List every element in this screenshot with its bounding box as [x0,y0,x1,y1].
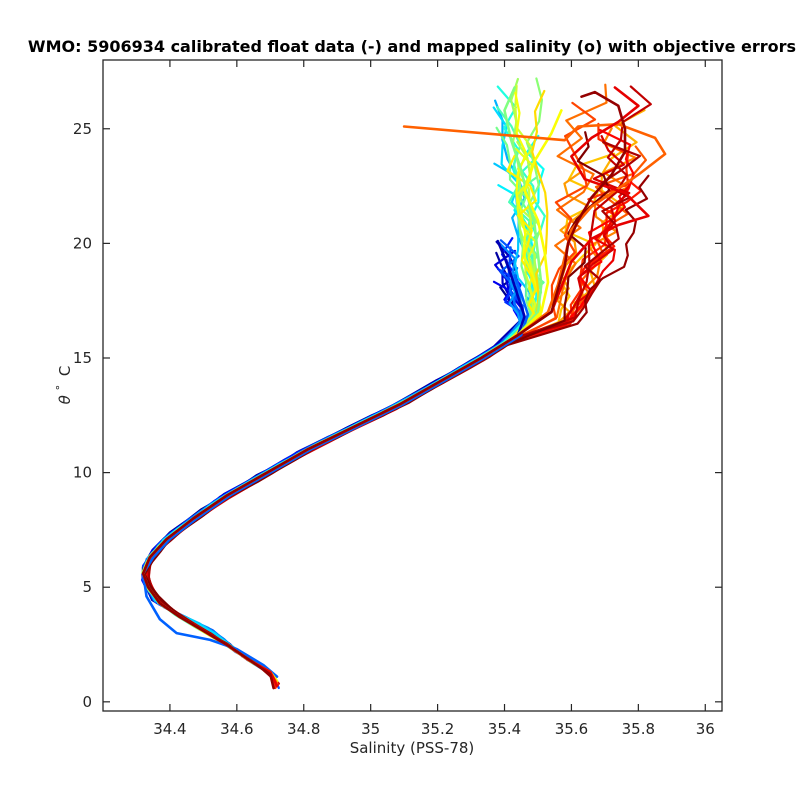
x-axis-ticks: 34.4 34.6 34.8 35 35.2 35.4 35.6 35.8 36 [153,60,715,738]
plot-area: 34.4 34.6 34.8 35 35.2 35.4 35.6 35.8 36 0 5 10 15 2… [73,59,723,738]
y-tick-label: 5 [82,578,92,596]
series-line [141,90,627,690]
x-tick-label: 36 [696,720,715,738]
y-tick-label: 10 [73,464,92,482]
x-tick-label: 35 [361,720,380,738]
x-tick-label: 35.2 [421,720,454,738]
axes-background [103,60,722,711]
y-tick-label: 0 [82,693,92,711]
y-tick-label: 15 [73,349,92,367]
x-tick-label: 34.6 [220,720,253,738]
y-axis-label-unit: C [56,366,74,376]
series-line [141,274,530,678]
x-tick-label: 34.8 [287,720,320,738]
series-layer [141,77,667,690]
x-axis-label: Salinity (PSS-78) [350,739,475,757]
chart-title: WMO: 5906934 calibrated float data (-) a… [28,37,796,56]
y-axis-label-degree: ° [54,385,67,391]
y-tick-label: 25 [73,120,92,138]
y-tick-label: 20 [73,234,92,252]
x-tick-label: 35.8 [622,720,655,738]
y-axis-label: θ ° C [50,366,74,405]
axes-box [102,59,723,712]
y-axis-ticks: 0 5 10 15 20 25 [73,120,722,711]
x-tick-label: 34.4 [153,720,186,738]
x-tick-label: 35.6 [555,720,588,738]
x-tick-label: 35.4 [488,720,521,738]
y-axis-label-symbol: θ [56,395,74,404]
